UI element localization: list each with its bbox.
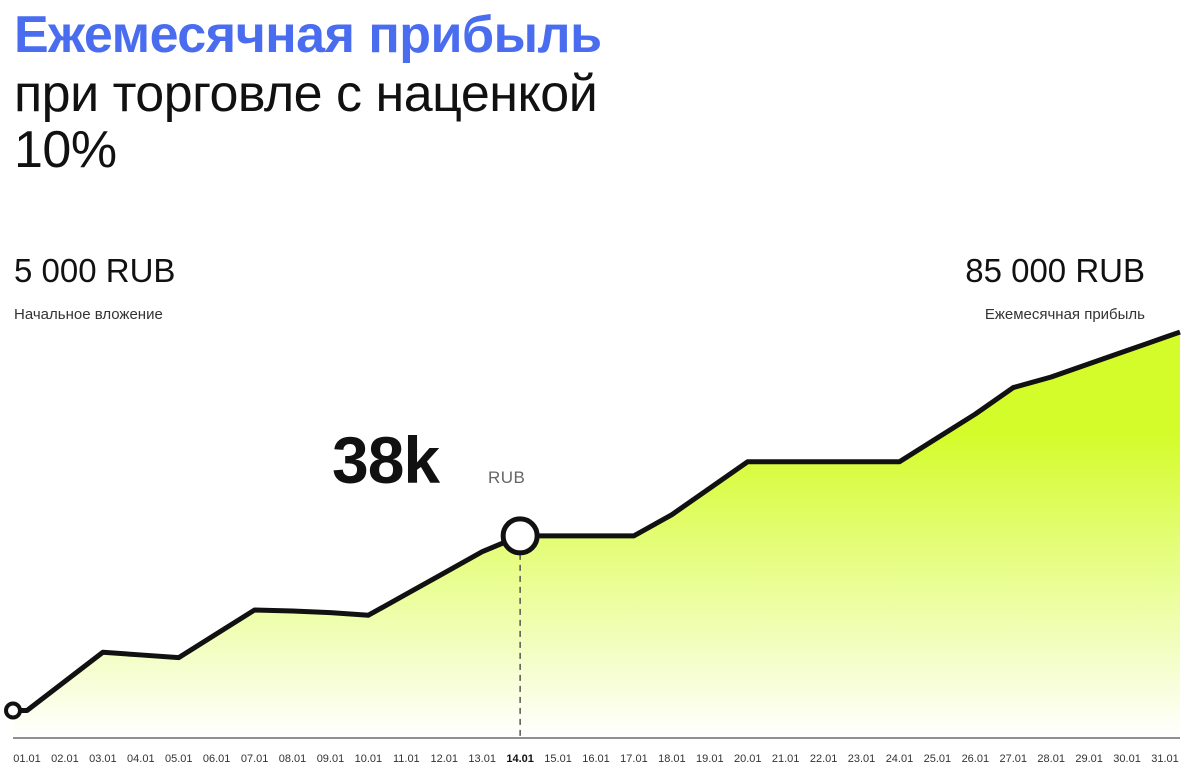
x-tick-label: 25.01 — [924, 753, 952, 765]
highlight-point-marker[interactable] — [500, 516, 540, 556]
x-tick-label: 04.01 — [127, 753, 155, 765]
initial-investment-stat: 5 000 RUB Начальное вложение — [14, 250, 175, 323]
x-tick-label: 06.01 — [203, 753, 231, 765]
initial-investment-label: Начальное вложение — [14, 306, 163, 323]
x-tick-label: 03.01 — [89, 753, 117, 765]
x-tick-label: 17.01 — [620, 753, 648, 765]
x-tick-label: 19.01 — [696, 753, 724, 765]
x-tick-label: 02.01 — [51, 753, 79, 765]
x-tick-label: 23.01 — [848, 753, 876, 765]
title-line-2: при торговле с наценкой — [14, 65, 598, 123]
x-tick-label: 12.01 — [431, 753, 459, 765]
x-tick-label: 13.01 — [468, 753, 496, 765]
start-point-marker — [4, 701, 22, 720]
area-fill — [13, 332, 1180, 737]
x-tick-label: 29.01 — [1075, 753, 1103, 765]
x-tick-label: 21.01 — [772, 753, 800, 765]
highlight-value: 38k — [332, 423, 440, 497]
title-line-3: 10% — [14, 121, 117, 179]
monthly-profit-value: 85 000 RUB — [965, 252, 1145, 289]
x-tick-label: 10.01 — [355, 753, 383, 765]
highlight-unit: RUB — [488, 468, 526, 487]
x-tick-label: 05.01 — [165, 753, 193, 765]
x-tick-label: 18.01 — [658, 753, 686, 765]
title-accent: Ежемесячная прибыль — [14, 6, 602, 64]
x-tick-label: 16.01 — [582, 753, 610, 765]
x-tick-label: 20.01 — [734, 753, 762, 765]
x-tick-label: 28.01 — [1037, 753, 1065, 765]
x-tick-label: 24.01 — [886, 753, 914, 765]
x-tick-label: 26.01 — [962, 753, 990, 765]
x-tick-label: 27.01 — [1000, 753, 1028, 765]
monthly-profit-label: Ежемесячная прибыль — [984, 306, 1145, 323]
x-tick-label: 31.01 — [1151, 753, 1179, 765]
monthly-profit-stat: 85 000 RUB Ежемесячная прибыль — [965, 250, 1145, 323]
x-tick-label: 11.01 — [393, 753, 420, 765]
chart-title: Ежемесячная прибыль при торговле с нацен… — [14, 4, 602, 178]
x-tick-label: 08.01 — [279, 753, 307, 765]
x-tick-label: 14.01 — [506, 753, 534, 765]
x-tick-label: 22.01 — [810, 753, 838, 765]
x-tick-label: 01.01 — [13, 753, 41, 765]
x-tick-label: 30.01 — [1113, 753, 1141, 765]
x-tick-label: 09.01 — [317, 753, 345, 765]
x-tick-label: 15.01 — [544, 753, 572, 765]
series-line — [13, 329, 1181, 714]
initial-investment-value: 5 000 RUB — [14, 252, 176, 289]
x-tick-label: 07.01 — [241, 753, 269, 765]
